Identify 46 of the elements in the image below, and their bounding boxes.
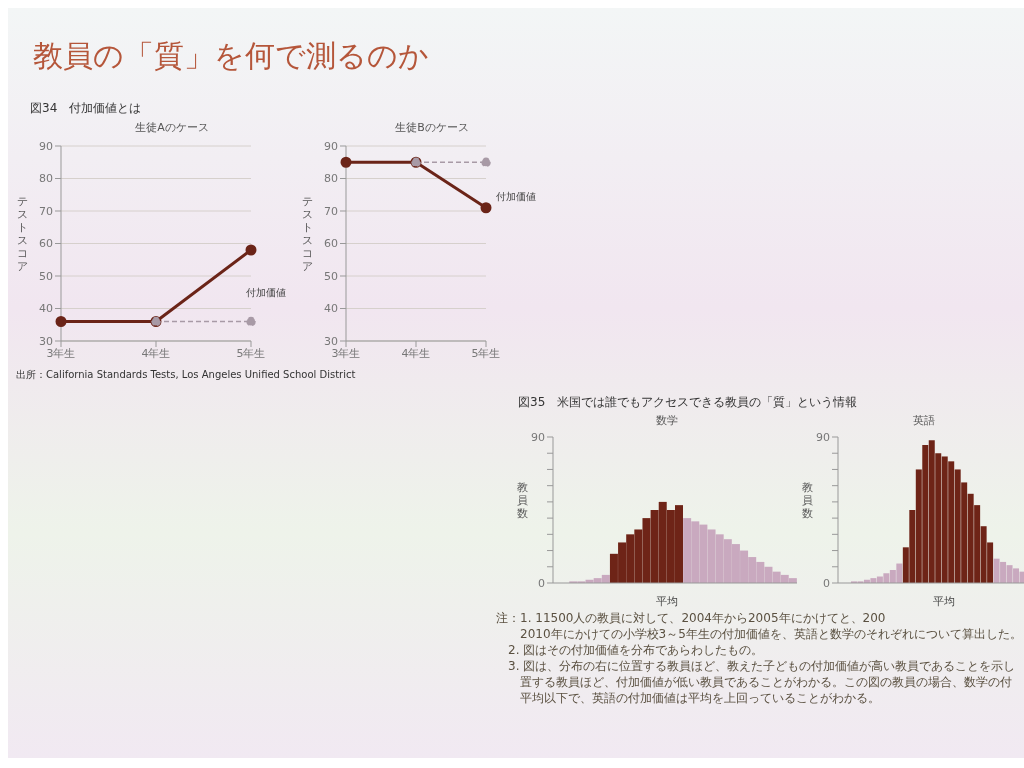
y-tick-label: 90 — [531, 430, 545, 444]
chart-title: 生徒Aのケース — [134, 120, 210, 136]
caption: 図35 米国では誰でもアクセスできる教員の「質」という情報 — [518, 394, 858, 411]
y-tick-label: 0 — [538, 576, 545, 590]
text: 付加価値 — [496, 190, 536, 204]
y-tick-label: 50 — [39, 269, 53, 283]
caption: 図34 付加価値とは — [30, 100, 142, 117]
x-tick-label: 5年生 — [236, 346, 266, 360]
y-axis-title: テストスコア — [16, 194, 28, 273]
x-tick-label: 5年生 — [471, 346, 501, 360]
text: 注：1. 11500人の教員に対して、2004年から2005年にかけてと、200 — [496, 610, 886, 627]
y-tick-label: 40 — [39, 302, 53, 316]
x-tick-label: 4年生 — [141, 346, 171, 360]
y-axis-title: 教員数 — [516, 480, 528, 520]
chart-title: 数学 — [655, 413, 679, 429]
text: 平均以下で、英語の付加価値は平均を上回っていることがわかる。 — [520, 690, 880, 707]
annotation: 付加価値 — [246, 286, 286, 300]
y-tick-label: 0 — [823, 576, 830, 590]
y-tick-label: 90 — [816, 430, 830, 444]
y-tick-label: 80 — [324, 172, 338, 186]
text: 出所：California Standards Tests, Los Angeles Unified School District — [16, 368, 356, 382]
y-tick-label: 70 — [39, 204, 53, 218]
text: 置する教員ほど、付加価値が低い教員であることがわかる。この図の教員の場合、数学の付 — [520, 674, 1012, 691]
text: 2. 図はその付加価値を分布であらわしたもの。 — [508, 642, 764, 659]
y-axis-title: テストスコア — [301, 194, 313, 273]
chart-title: 英語 — [912, 413, 936, 429]
y-tick-label: 90 — [39, 139, 53, 153]
x-tick-label: 3年生 — [331, 346, 361, 360]
x-tick-label: 3年生 — [46, 346, 76, 360]
y-tick-label: 60 — [324, 237, 338, 251]
x-tick-label: 4年生 — [401, 346, 431, 360]
chart-title: 生徒Bのケース — [394, 120, 470, 136]
y-axis-title: 教員数 — [801, 480, 813, 520]
y-tick-label: 30 — [39, 334, 53, 348]
text: 3. 図は、分布の右に位置する教員ほど、教えた子どもの付加価値が高い教員であることを示し — [508, 658, 1016, 675]
text: 教員の「質」を何で測るのか — [33, 37, 429, 75]
y-tick-label: 50 — [324, 269, 338, 283]
y-tick-label: 40 — [324, 302, 338, 316]
text: 2010年にかけての小学校3～5年生の付加価値を、英語と数学のそれぞれについて算出した。 — [520, 626, 1022, 643]
y-tick-label: 80 — [39, 172, 53, 186]
y-tick-label: 30 — [324, 334, 338, 348]
y-tick-label: 90 — [324, 139, 338, 153]
text: 平均 — [656, 594, 678, 609]
y-tick-label: 60 — [39, 237, 53, 251]
y-tick-label: 70 — [324, 204, 338, 218]
text: 平均 — [933, 594, 955, 609]
